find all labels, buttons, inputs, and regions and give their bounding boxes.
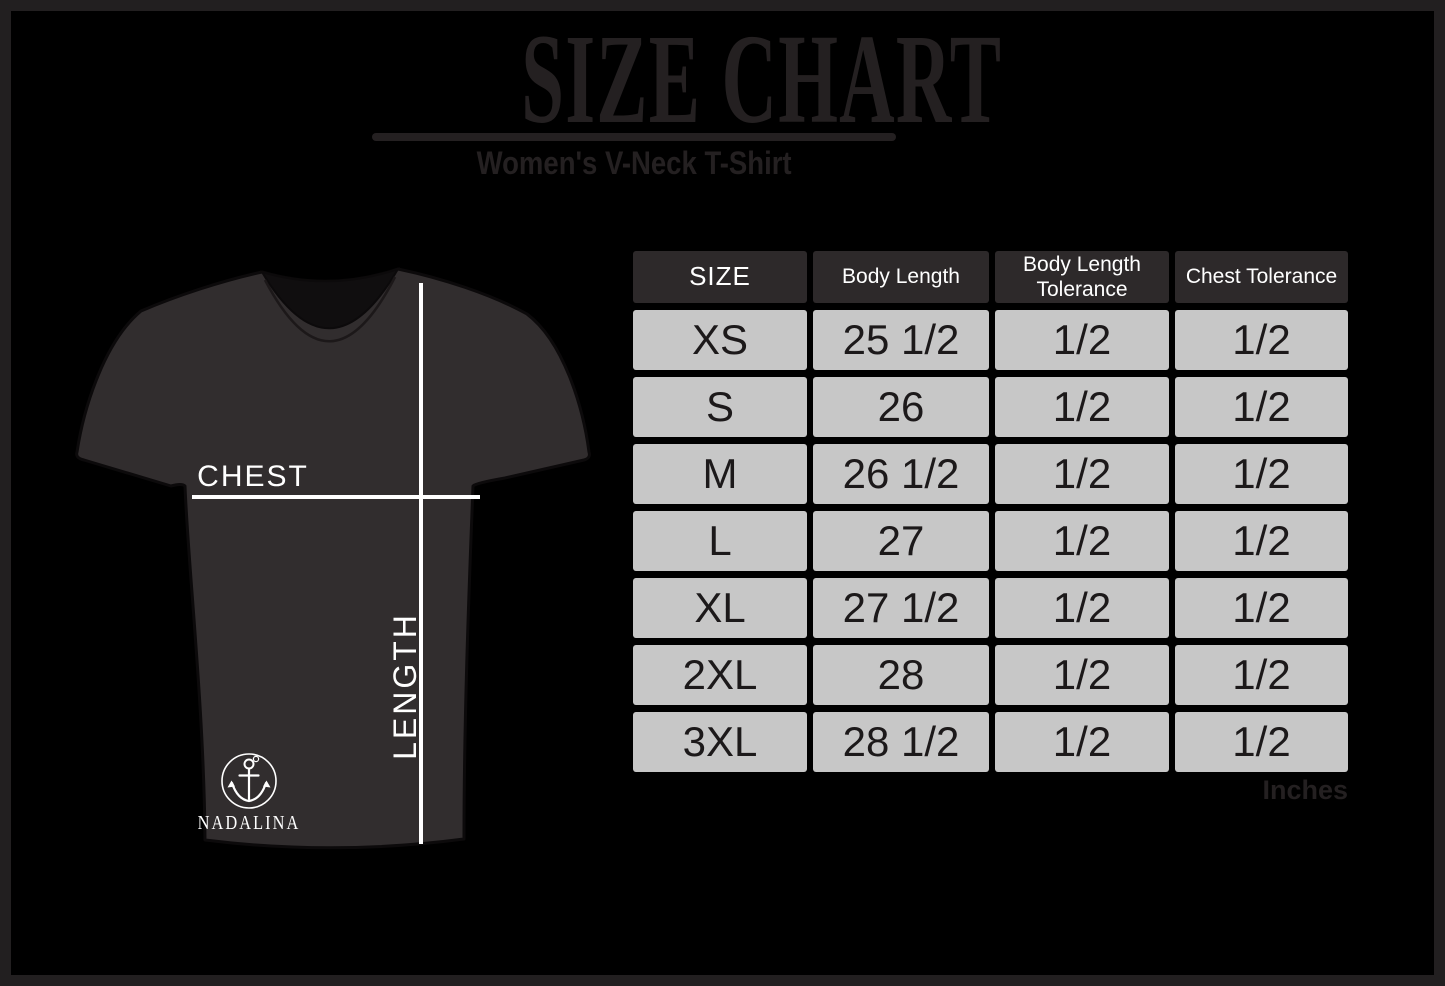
column-header-body-length-tolerance: Body Length Tolerance xyxy=(995,251,1169,303)
brand-logo: NADALINA xyxy=(198,753,301,834)
cell-body-length: 25 1/2 xyxy=(813,310,989,370)
cell-chest-tolerance: 1/2 xyxy=(1175,377,1348,437)
cell-chest-tolerance: 1/2 xyxy=(1175,645,1348,705)
cell-size: 3XL xyxy=(633,712,807,772)
column-header-size: SIZE xyxy=(633,251,807,303)
cell-body-length-tolerance: 1/2 xyxy=(995,712,1169,772)
cell-body-length-tolerance: 1/2 xyxy=(995,511,1169,571)
page-title-text: SIZE CHART xyxy=(521,8,1003,150)
cell-size: S xyxy=(633,377,807,437)
brand-name: NADALINA xyxy=(198,812,301,834)
page-subtitle: Women's V-Neck T-Shirt xyxy=(361,145,907,182)
cell-body-length: 28 xyxy=(813,645,989,705)
cell-body-length-tolerance: 1/2 xyxy=(995,578,1169,638)
cell-body-length-tolerance: 1/2 xyxy=(995,444,1169,504)
cell-body-length-tolerance: 1/2 xyxy=(995,310,1169,370)
cell-body-length: 27 xyxy=(813,511,989,571)
cell-body-length: 26 1/2 xyxy=(813,444,989,504)
title-underline xyxy=(372,133,896,141)
collar-opening xyxy=(259,267,401,330)
page-subtitle-text: Women's V-Neck T-Shirt xyxy=(476,145,792,181)
cell-chest-tolerance: 1/2 xyxy=(1175,712,1348,772)
cell-size: 2XL xyxy=(633,645,807,705)
chest-line xyxy=(192,495,480,499)
collar-band-seam xyxy=(263,276,397,343)
cell-chest-tolerance: 1/2 xyxy=(1175,578,1348,638)
cell-body-length: 27 1/2 xyxy=(813,578,989,638)
cell-body-length-tolerance: 1/2 xyxy=(995,377,1169,437)
anchor-icon xyxy=(221,753,277,809)
unit-label: Inches xyxy=(1262,775,1348,805)
cell-chest-tolerance: 1/2 xyxy=(1175,310,1348,370)
cell-size: XS xyxy=(633,310,807,370)
length-label: LENGTH xyxy=(387,612,423,760)
tshirt-diagram: CHEST LENGTH NADALINA xyxy=(75,267,591,850)
column-header-body-length: Body Length xyxy=(813,251,989,303)
cell-body-length: 28 1/2 xyxy=(813,712,989,772)
cell-chest-tolerance: 1/2 xyxy=(1175,444,1348,504)
cell-size: M xyxy=(633,444,807,504)
chest-label: CHEST xyxy=(197,460,309,493)
size-table: SIZE Body Length Body Length Tolerance C… xyxy=(633,251,1348,772)
column-header-chest-tolerance: Chest Tolerance xyxy=(1175,251,1348,303)
cell-chest-tolerance: 1/2 xyxy=(1175,511,1348,571)
cell-body-length-tolerance: 1/2 xyxy=(995,645,1169,705)
cell-size: L xyxy=(633,511,807,571)
tshirt-shape xyxy=(75,267,591,850)
cell-body-length: 26 xyxy=(813,377,989,437)
page-title: SIZE CHART xyxy=(361,15,1001,143)
cell-size: XL xyxy=(633,578,807,638)
heading-block: SIZE CHART Women's V-Neck T-Shirt xyxy=(361,11,1001,201)
length-line xyxy=(419,283,423,844)
